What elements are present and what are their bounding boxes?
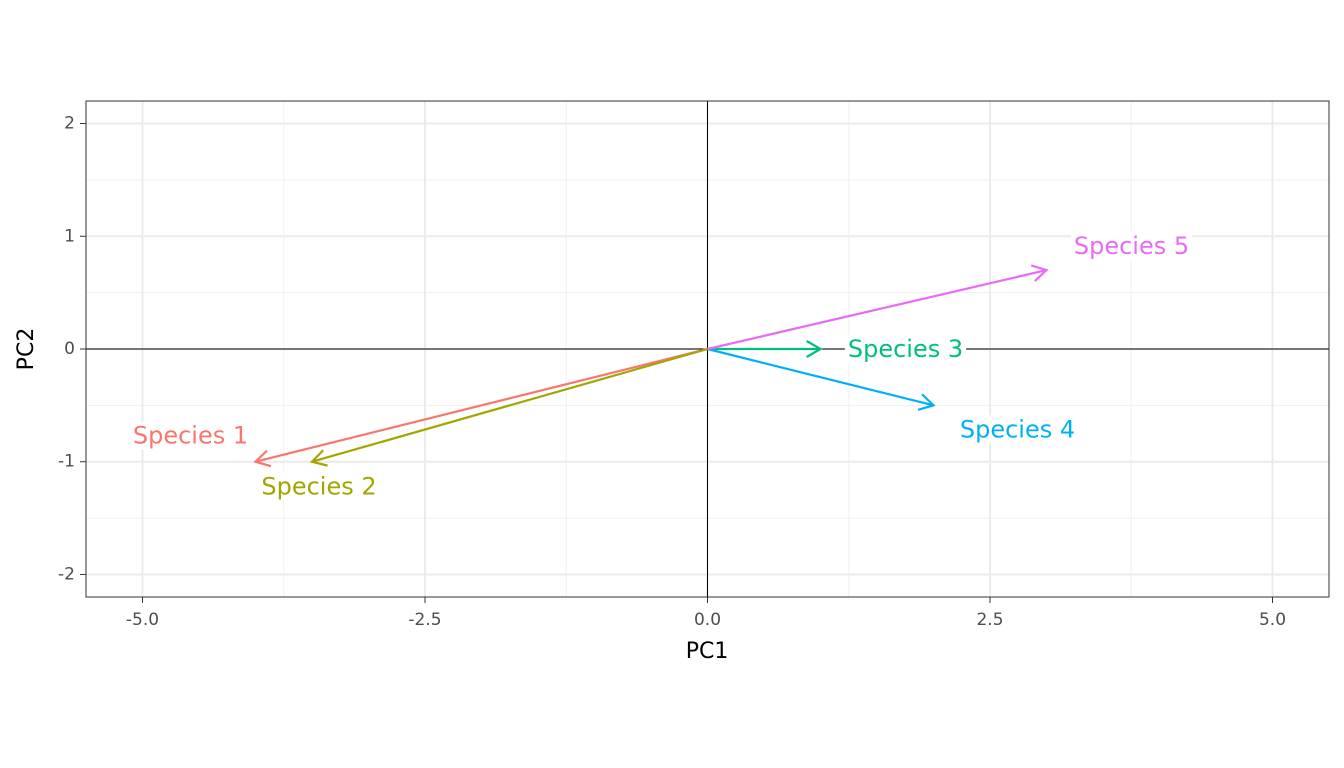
x-tick-label: 2.5	[976, 610, 1003, 630]
species-label: Species 2	[261, 473, 376, 501]
arrow	[253, 347, 708, 468]
x-tick-label: 0.0	[694, 610, 721, 630]
label-background	[1070, 232, 1193, 261]
x-axis-title: PC1	[686, 639, 729, 664]
y-tick-label: -1	[58, 452, 75, 472]
y-tick-label: 1	[64, 226, 75, 246]
arrow	[309, 347, 708, 467]
label-background	[129, 421, 252, 450]
arrow	[707, 347, 936, 411]
y-tick-label: -2	[58, 564, 75, 584]
x-tick-label: -2.5	[408, 610, 441, 630]
label-background	[844, 335, 967, 363]
y-axis-title: PC2	[14, 328, 39, 371]
y-tick-label: 2	[64, 114, 75, 134]
y-tick-label: 0	[64, 339, 75, 359]
species-label: Species 5	[1074, 232, 1189, 260]
species-label: Species 4	[960, 415, 1075, 443]
species-label: Species 1	[133, 422, 248, 450]
label-background	[956, 415, 1079, 444]
x-tick-label: 5.0	[1259, 610, 1286, 630]
arrow	[707, 264, 1049, 351]
arrow	[707, 340, 823, 358]
species-label: Species 3	[848, 335, 963, 363]
panel-border	[85, 100, 1330, 598]
label-background	[258, 472, 380, 501]
x-tick-label: -5.0	[126, 610, 159, 630]
